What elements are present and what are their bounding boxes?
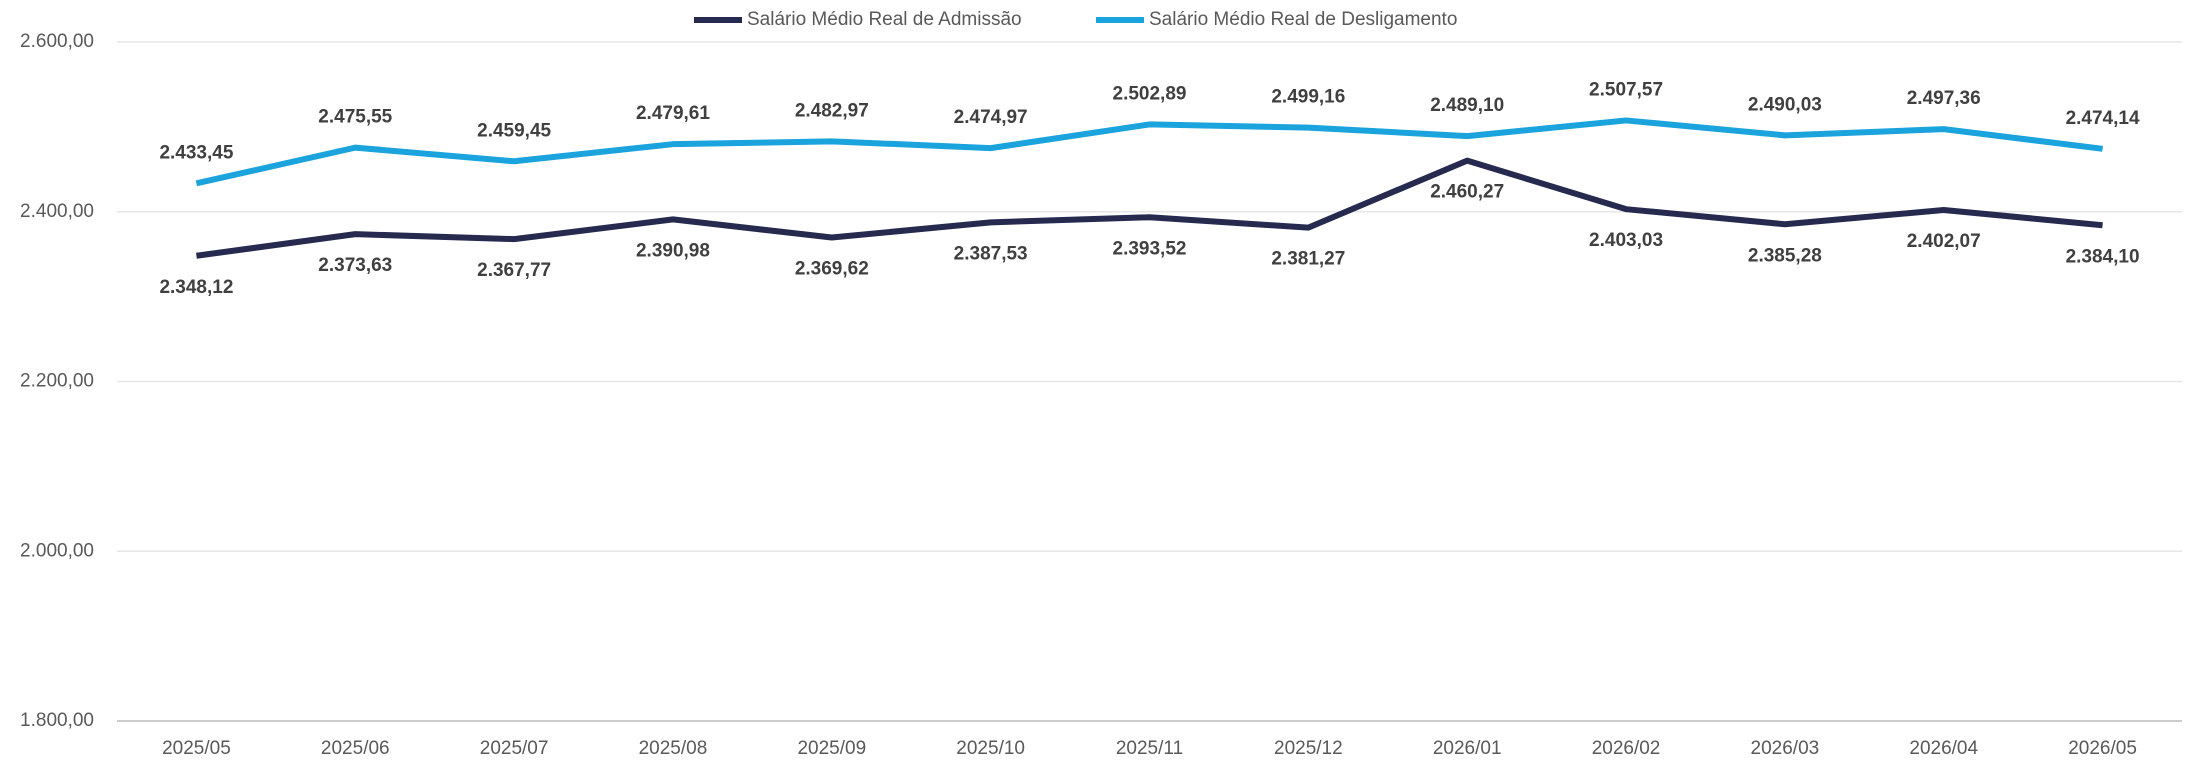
data-label: 2.475,55	[318, 107, 392, 128]
y-tick-label: 2.400,00	[20, 201, 94, 222]
data-label: 2.402,07	[1907, 231, 1981, 252]
data-label: 2.369,62	[795, 259, 869, 280]
x-tick-label: 2026/04	[1909, 738, 1978, 759]
data-label: 2.390,98	[636, 240, 710, 261]
data-label: 2.373,63	[318, 255, 392, 276]
x-tick-label: 2025/12	[1274, 738, 1343, 759]
data-label: 2.387,53	[954, 243, 1028, 264]
data-label: 2.482,97	[795, 100, 869, 121]
data-label: 2.385,28	[1748, 245, 1822, 266]
data-label: 2.348,12	[159, 277, 233, 298]
x-tick-label: 2025/06	[321, 738, 390, 759]
data-label: 2.367,77	[477, 260, 551, 281]
series-line	[195, 117, 2103, 187]
x-tick-label: 2025/11	[1116, 738, 1183, 759]
data-label: 2.433,45	[159, 142, 233, 163]
data-label: 2.460,27	[1430, 182, 1504, 203]
legend-label: Salário Médio Real de Admissão	[747, 9, 1022, 30]
x-tick-label: 2025/05	[162, 738, 231, 759]
data-label: 2.403,03	[1589, 230, 1663, 251]
data-label: 2.479,61	[636, 103, 710, 124]
data-label: 2.459,45	[477, 120, 551, 141]
y-tick-label: 2.600,00	[20, 31, 94, 52]
x-tick-label: 2025/07	[480, 738, 549, 759]
data-label: 2.474,97	[954, 107, 1028, 128]
y-tick-label: 2.200,00	[20, 371, 94, 392]
y-tick-label: 2.000,00	[20, 540, 94, 561]
x-tick-label: 2025/10	[956, 738, 1025, 759]
x-tick-label: 2026/05	[2068, 738, 2137, 759]
legend-label: Salário Médio Real de Desligamento	[1149, 9, 1457, 30]
x-tick-label: 2026/01	[1433, 738, 1502, 759]
x-tick-label: 2026/02	[1592, 738, 1661, 759]
data-label: 2.497,36	[1907, 88, 1981, 109]
data-label: 2.393,52	[1113, 238, 1187, 259]
data-label: 2.381,27	[1271, 249, 1345, 270]
data-label: 2.502,89	[1113, 83, 1187, 104]
x-tick-label: 2026/03	[1751, 738, 1820, 759]
data-label: 2.499,16	[1271, 87, 1345, 108]
x-tick-label: 2025/08	[639, 738, 708, 759]
data-label: 2.490,03	[1748, 94, 1822, 115]
data-label: 2.507,57	[1589, 79, 1663, 100]
data-label: 2.474,14	[2066, 108, 2140, 129]
data-label: 2.384,10	[2066, 246, 2140, 267]
series-line	[196, 157, 2103, 259]
x-tick-label: 2025/09	[797, 738, 866, 759]
data-label: 2.489,10	[1430, 95, 1504, 116]
y-tick-label: 1.800,00	[20, 710, 94, 731]
